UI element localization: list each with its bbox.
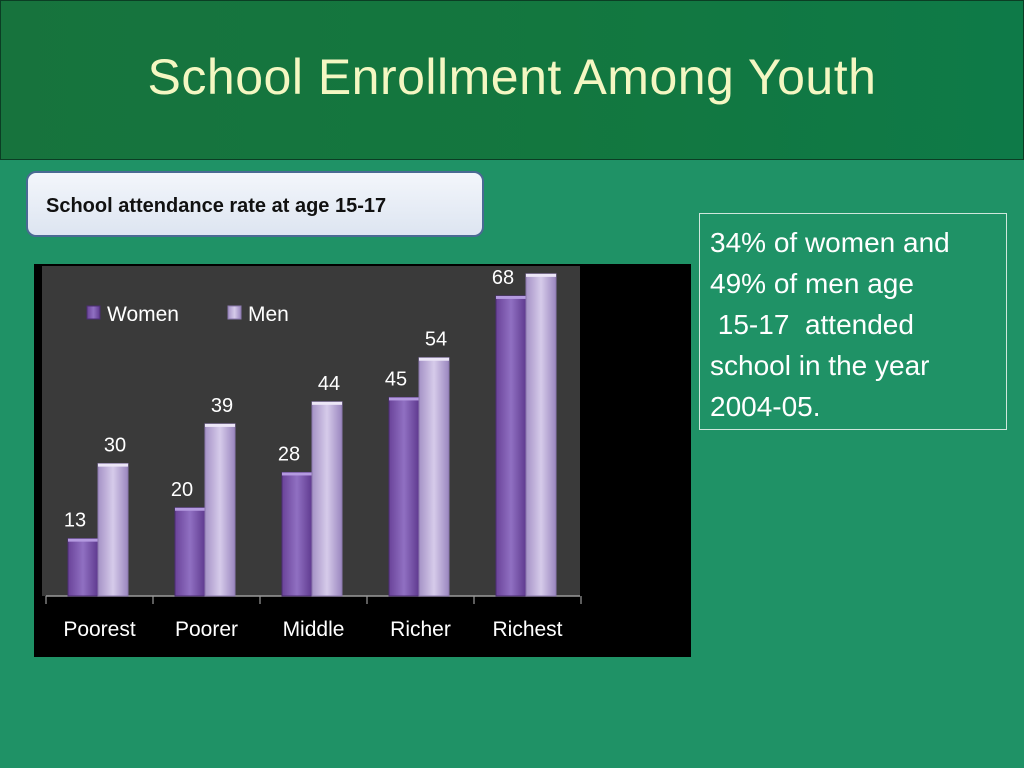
bar-top-highlight (205, 423, 235, 427)
data-label: 54 (425, 329, 447, 351)
bar-top-highlight (282, 472, 312, 476)
data-label: 13 (64, 510, 86, 532)
bar-top-highlight (312, 401, 342, 405)
bar-chart: Poorest Poorer Middle Richer Richest 13 30 20 3… (34, 264, 691, 657)
data-label: 39 (211, 395, 233, 417)
legend-label-men: Men (248, 303, 289, 326)
bar-men (204, 423, 236, 597)
data-label: 73 (532, 264, 554, 267)
bar-women (388, 396, 420, 597)
data-label: 45 (385, 368, 407, 390)
bar-women (67, 538, 99, 597)
bar-men (311, 401, 343, 597)
data-label: 30 (104, 435, 126, 457)
bar-top-highlight (526, 273, 556, 277)
x-tick-label: Poorer (175, 618, 238, 641)
bar-top-highlight (98, 463, 128, 467)
bar-chart-svg: Poorest Poorer Middle Richer Richest 13 30 20 3… (34, 264, 691, 657)
bar-top-highlight (175, 507, 205, 511)
x-tick-label: Richest (492, 618, 562, 641)
bar-top-highlight (419, 357, 449, 361)
data-label: 44 (318, 373, 340, 395)
legend-swatch-men (227, 305, 242, 320)
bar-women (281, 471, 313, 597)
title-bar (0, 0, 1024, 160)
subtitle-box: School attendance rate at age 15-17 (26, 171, 484, 237)
bar-top-highlight (389, 397, 419, 401)
bar-men (97, 463, 129, 597)
bar-men (525, 273, 557, 597)
bar-top-highlight (68, 538, 98, 542)
chart-subtitle: School attendance rate at age 15-17 (46, 195, 387, 217)
x-tick-label: Richer (390, 618, 451, 641)
bar-women (174, 507, 206, 597)
bar-men (418, 357, 450, 597)
legend-label-women: Women (107, 303, 179, 326)
data-label: 20 (171, 479, 193, 501)
note-box: 34% of women and 49% of men age 15-17 at… (699, 213, 1007, 430)
legend-swatch-women (86, 305, 101, 320)
data-label: 28 (278, 443, 300, 465)
x-tick-label: Middle (283, 618, 345, 641)
bar-top-highlight (496, 295, 526, 299)
x-tick-label: Poorest (63, 618, 136, 641)
bar-women (495, 295, 527, 597)
data-label: 68 (492, 267, 514, 289)
note-text: 34% of women and 49% of men age 15-17 at… (710, 227, 950, 422)
slide-title: School Enrollment Among Youth (147, 49, 877, 105)
